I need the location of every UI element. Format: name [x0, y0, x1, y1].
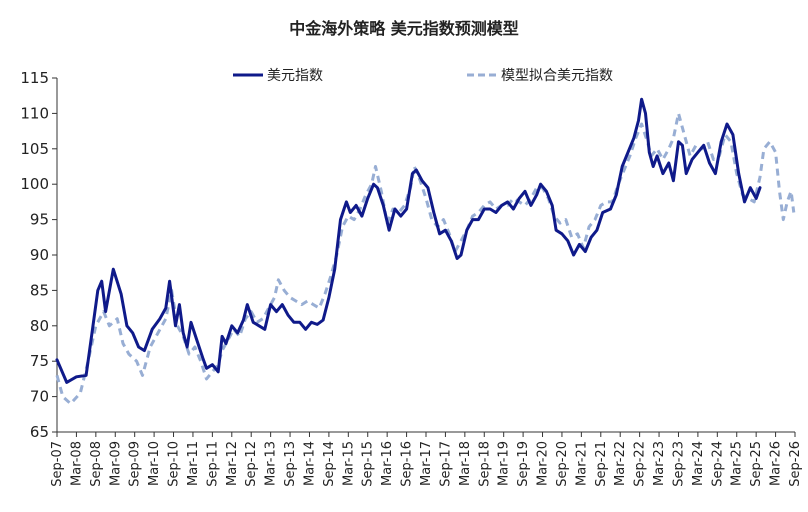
x-tick-label: Mar-09	[108, 441, 123, 486]
x-tick-label: Sep-08	[89, 441, 104, 487]
x-tick-label: Sep-16	[400, 441, 415, 487]
legend-item-model-fit: 模型拟合美元指数	[467, 68, 613, 84]
x-tick-label: Mar-19	[497, 441, 512, 486]
series-line-usd-index	[55, 97, 762, 384]
legend-label: 模型拟合美元指数	[501, 68, 613, 84]
y-tick-label: 105	[20, 140, 49, 158]
x-tick-label: Sep-24	[710, 441, 725, 487]
x-axis: Sep-07 Mar-08 Sep-08 Mar-09 Sep-09 Mar-10 Sep-…	[50, 431, 803, 487]
x-tick-label: Sep-15	[361, 441, 376, 487]
y-tick-label: 95	[30, 211, 49, 229]
plot-lines	[55, 97, 796, 406]
y-tick-label: 70	[30, 388, 49, 406]
x-tick-label: Mar-21	[574, 441, 589, 486]
y-tick-label: 115	[20, 69, 49, 87]
x-tick-label: Sep-07	[50, 441, 65, 487]
x-tick-label: Sep-26	[788, 441, 803, 487]
x-tick-label: Sep-10	[167, 441, 182, 487]
x-tick-label: Mar-18	[458, 441, 473, 486]
y-tick-label: 75	[30, 352, 49, 370]
x-tick-label: Mar-20	[536, 441, 551, 486]
x-tick-label: Sep-17	[438, 441, 453, 487]
x-tick-label: Sep-14	[322, 441, 337, 487]
series-line-model-fit	[55, 111, 796, 406]
x-tick-label: Mar-25	[730, 441, 745, 486]
legend: 美元指数 模型拟合美元指数	[233, 68, 613, 84]
x-tick-label: Sep-11	[205, 441, 220, 487]
x-tick-label: Sep-21	[594, 441, 609, 487]
x-tick-label: Sep-25	[749, 441, 764, 487]
x-tick-label: Mar-11	[186, 441, 201, 486]
x-tick-label: Mar-22	[613, 441, 628, 486]
x-tick-label: Sep-13	[283, 441, 298, 487]
x-tick-label: Mar-08	[69, 441, 84, 486]
x-tick-label: Mar-24	[691, 441, 706, 486]
y-tick-label: 110	[20, 104, 49, 122]
legend-item-usd-index: 美元指数	[233, 68, 323, 84]
y-axis: 65 70 75 80 85 90 95 100 105 110 115	[20, 69, 58, 441]
x-tick-label: Sep-12	[244, 441, 259, 487]
y-tick-label: 100	[20, 175, 49, 193]
x-tick-label: Mar-16	[380, 441, 395, 486]
legend-label: 美元指数	[267, 68, 323, 84]
x-tick-label: Sep-20	[555, 441, 570, 487]
x-tick-label: Mar-26	[769, 441, 784, 486]
y-tick-label: 65	[30, 423, 49, 441]
x-tick-label: Mar-10	[147, 441, 162, 486]
y-tick-label: 85	[30, 281, 49, 299]
x-tick-label: Mar-14	[302, 441, 317, 486]
x-tick-label: Mar-15	[341, 441, 356, 486]
x-tick-label: Sep-18	[477, 441, 492, 487]
x-tick-label: Sep-09	[128, 441, 143, 487]
x-tick-label: Mar-23	[652, 441, 667, 486]
x-tick-label: Mar-13	[264, 441, 279, 486]
x-tick-label: Sep-23	[671, 441, 686, 487]
x-tick-label: Sep-22	[633, 441, 648, 487]
x-tick-label: Mar-17	[419, 441, 434, 486]
y-tick-label: 80	[30, 317, 49, 335]
chart-title: 中金海外策略 美元指数预测模型	[289, 19, 519, 38]
y-tick-label: 90	[30, 246, 49, 264]
x-tick-label: Sep-19	[516, 441, 531, 487]
x-tick-label: Mar-12	[225, 441, 240, 486]
